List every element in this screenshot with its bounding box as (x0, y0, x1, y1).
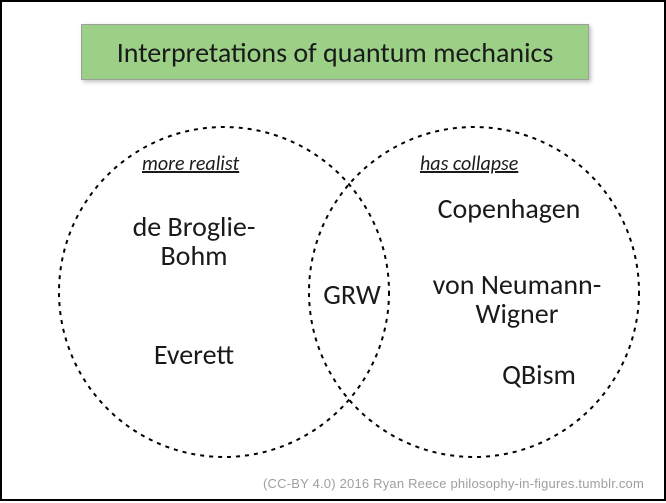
venn-item-left: de Broglie- Bohm (94, 212, 294, 271)
title-text: Interpretations of quantum mechanics (117, 35, 554, 70)
venn-item-right: von Neumann- Wigner (402, 270, 632, 329)
diagram-frame: Interpretations of quantum mechanics mor… (0, 0, 666, 501)
venn-item-intersection: GRW (312, 280, 392, 309)
category-left-label: more realist (142, 154, 239, 175)
title-box: Interpretations of quantum mechanics (81, 24, 589, 80)
venn-item-right: Copenhagen (394, 194, 624, 223)
credit-text: (CC-BY 4.0) 2016 Ryan Reece philosophy-i… (263, 476, 644, 491)
category-right-label: has collapse (420, 154, 518, 175)
venn-item-left: Everett (114, 340, 274, 369)
venn-item-right: QBism (454, 360, 624, 389)
